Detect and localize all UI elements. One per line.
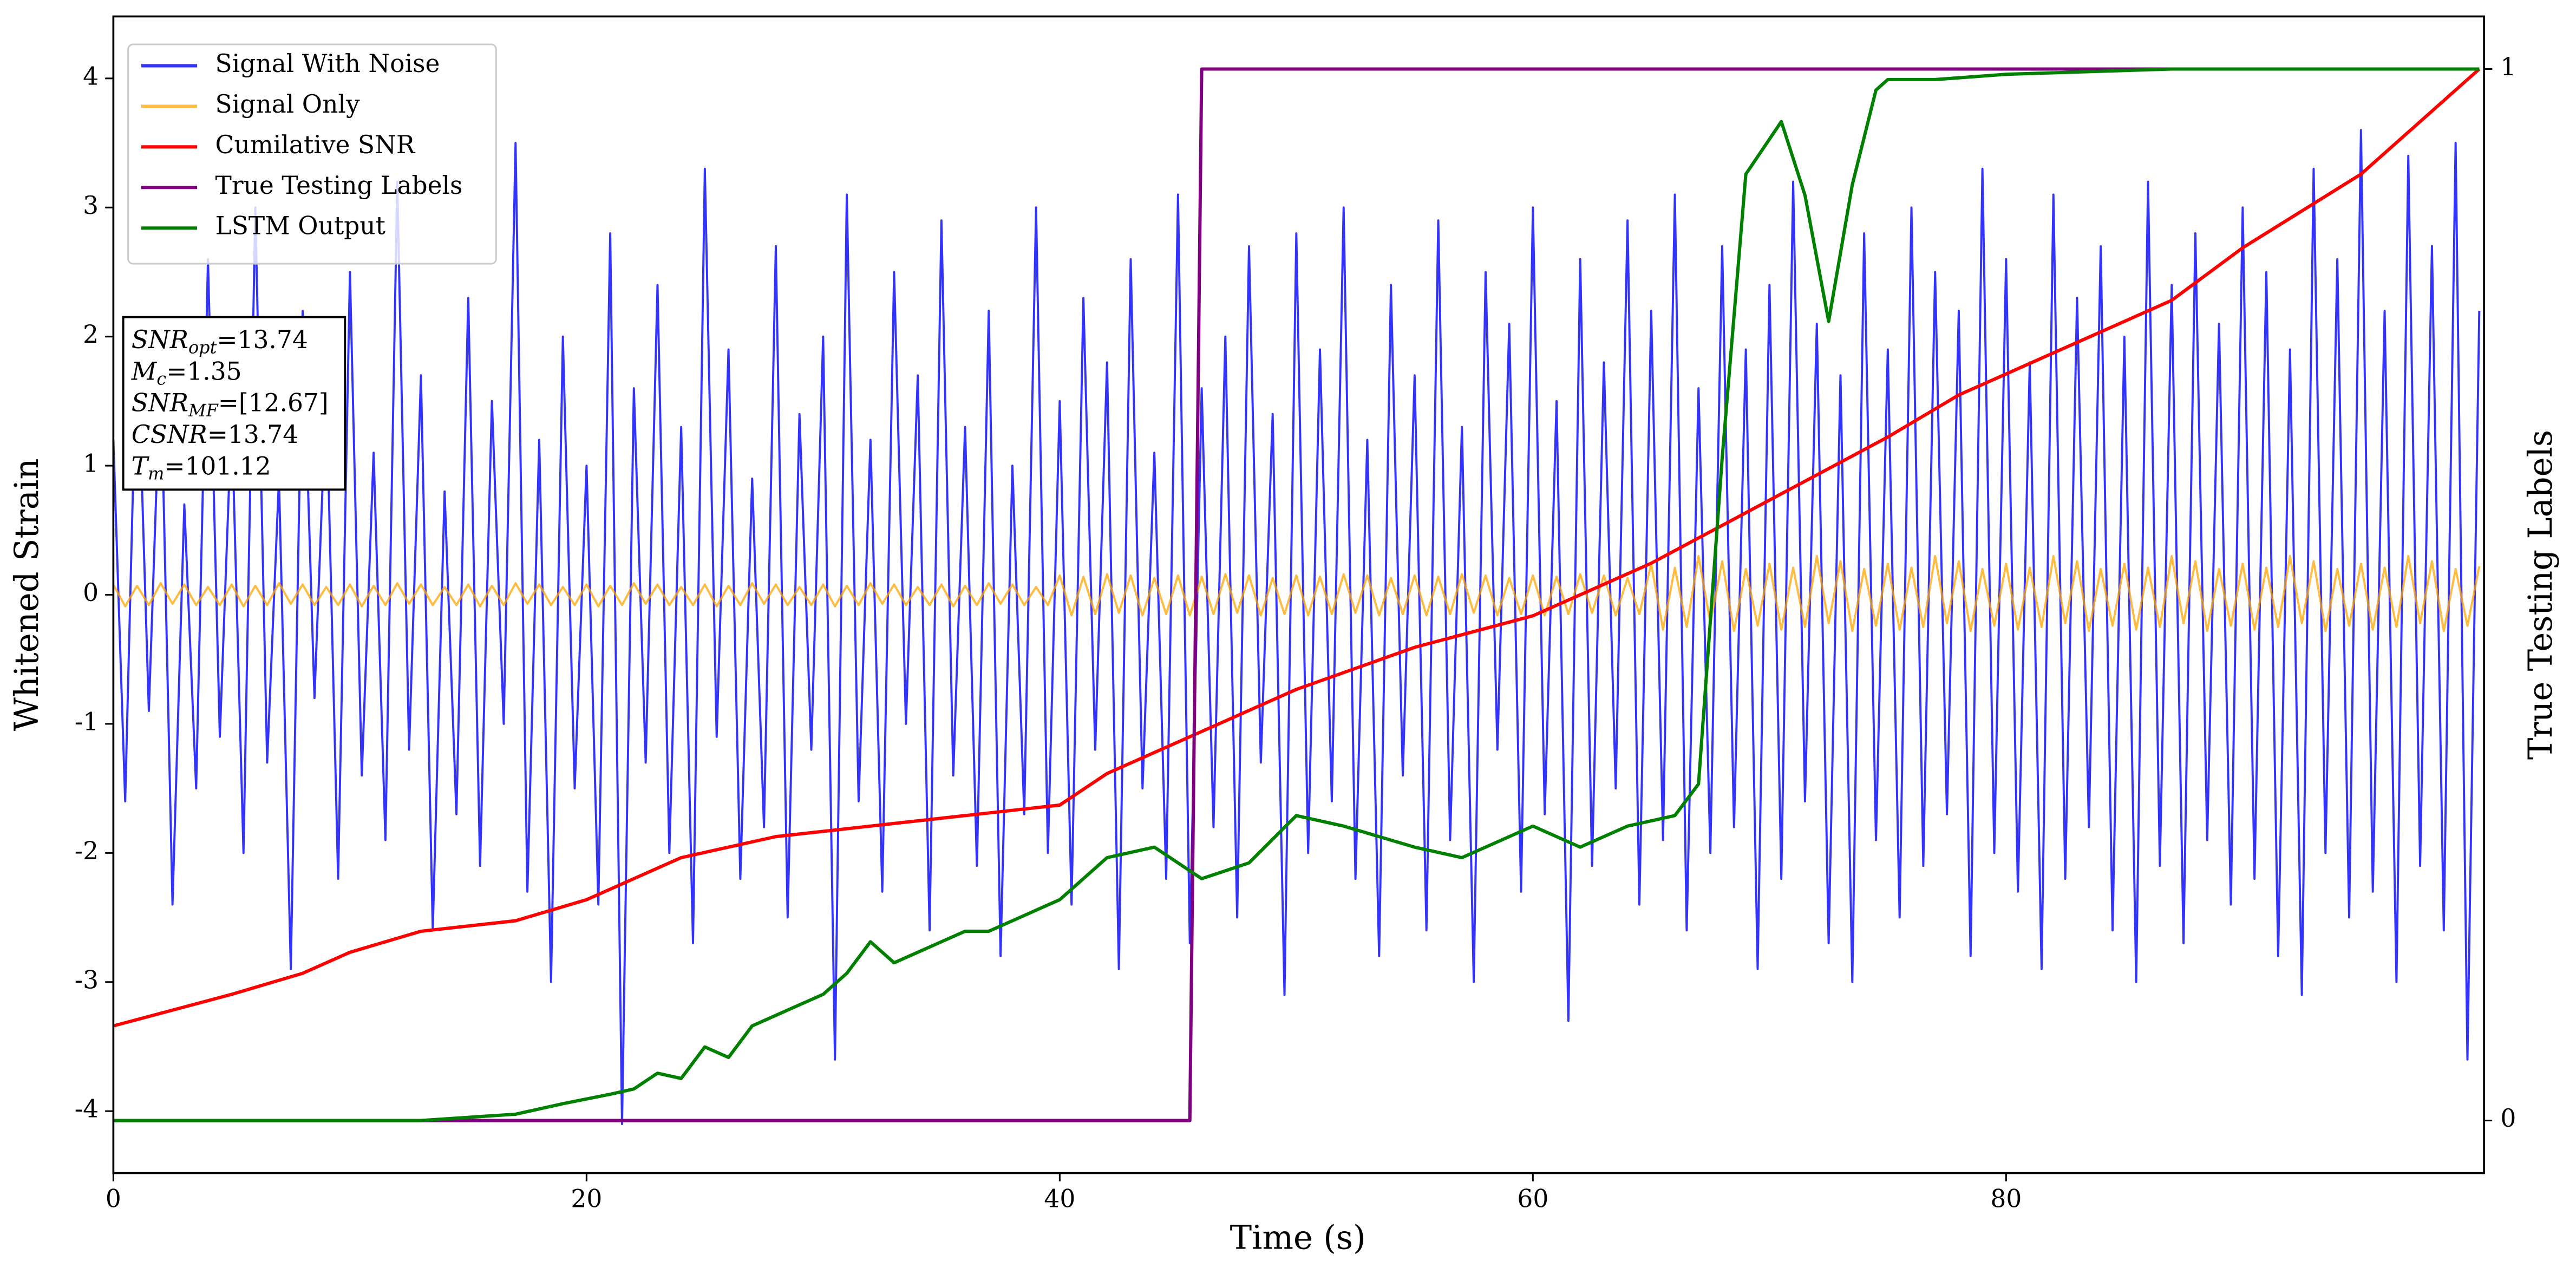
legend-label: LSTM Output (215, 212, 385, 240)
x-tick-label: 0 (106, 1185, 121, 1213)
annotation-line: Mc=1.35 (131, 357, 242, 389)
y2-tick-label: 1 (2500, 53, 2516, 81)
annotation-name: T (132, 452, 150, 480)
annotation-value: =[12.67] (218, 388, 329, 417)
annotation-name: SNR (132, 388, 188, 417)
x-tick-label: 60 (1517, 1185, 1548, 1213)
annotation-line: SNRopt=13.74 (132, 325, 308, 357)
y-tick-label: -1 (75, 707, 99, 736)
legend-label: Cumilative SNR (215, 130, 416, 159)
legend-label: True Testing Labels (215, 171, 463, 200)
y-tick-label: -3 (75, 965, 99, 994)
y-tick-label: -4 (75, 1095, 99, 1123)
annotation-sub: MF (188, 400, 219, 420)
legend-label: Signal With Noise (215, 49, 440, 78)
annotation-name: CSNR (132, 420, 207, 448)
y-tick-label: 1 (83, 449, 99, 478)
y-tick-label: -2 (75, 837, 99, 865)
annotation-sub: m (148, 463, 164, 484)
y-tick-label: 2 (83, 320, 99, 349)
x-tick-label: 20 (571, 1185, 602, 1213)
annotation-line: SNRMF=[12.67] (132, 388, 329, 420)
x-axis-label: Time (s) (1230, 1219, 1366, 1257)
y-axis-label: Whitened Strain (8, 459, 46, 731)
y-tick-label: 4 (83, 62, 99, 90)
annotation-sub: c (156, 368, 166, 389)
x-tick-label: 80 (1990, 1185, 2022, 1213)
series-line (113, 68, 2481, 1028)
annotation-line: Tm=101.12 (132, 452, 271, 484)
plot-area (112, 67, 2481, 1126)
annotation-value: =1.35 (166, 357, 241, 386)
annotation-name: M (131, 357, 158, 386)
legend: Signal With Noise Signal Only Cumilative S… (127, 43, 497, 265)
annotation-value: =101.12 (164, 452, 271, 480)
annotation-value: =13.74 (207, 420, 298, 448)
annotation-line: CSNR=13.74 (132, 420, 298, 448)
annotation-name: SNR (132, 325, 188, 354)
annotation-value: =13.74 (217, 325, 308, 354)
annotation-sub: opt (188, 337, 217, 357)
legend-label: Signal Only (215, 90, 360, 119)
y2-tick-label: 0 (2500, 1104, 2516, 1133)
y2-axis-label: True Testing Labels (2522, 430, 2560, 760)
series-line (112, 129, 2481, 1126)
y-tick-label: 0 (83, 578, 99, 607)
annotation: SNRopt=13.74Mc=1.35SNRMF=[12.67]CSNR=13.… (122, 316, 346, 491)
x-tick-label: 40 (1044, 1185, 1075, 1213)
series-line (112, 555, 2481, 632)
annotation-box (122, 316, 346, 491)
legend-box (127, 43, 497, 265)
y-tick-label: 3 (83, 191, 99, 220)
series-line (113, 67, 2480, 1122)
series-line (113, 67, 2480, 1122)
